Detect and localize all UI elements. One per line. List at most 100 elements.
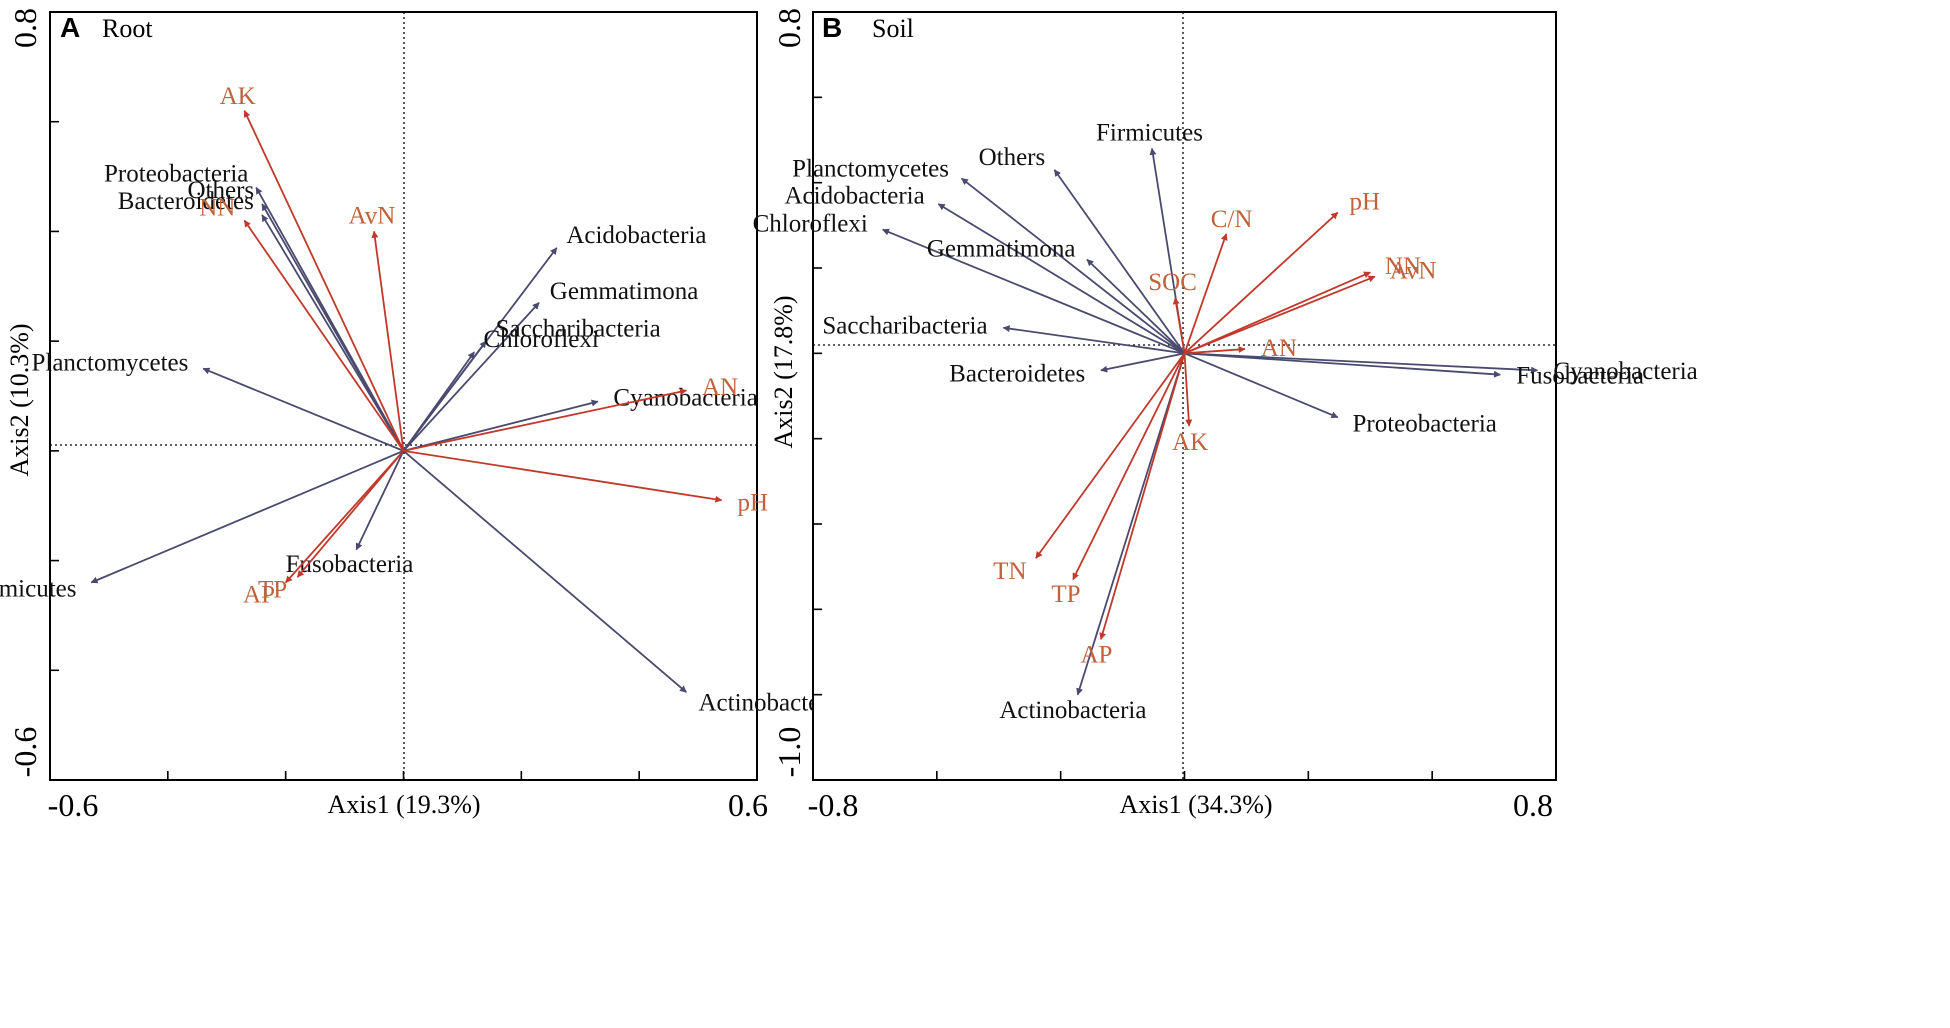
panel-soil: Firmicutes Others PlanctomycetesAcidobacte… xyxy=(753,8,1698,823)
panel-soil-taxa-cyanobacteria-label: Cyanobacteria xyxy=(1553,358,1697,385)
panel-root-y-axis-title: Axis2 (10.3%) xyxy=(5,323,34,476)
panel-soil-taxa-chloroflexi-label: Chloroflexi xyxy=(753,211,868,238)
panel-root-taxa-firmicutes-label: Firmicutes xyxy=(0,576,76,603)
panel-soil-ticks xyxy=(812,11,1557,781)
panel-soil-taxa-cyanobacteria-arrow xyxy=(1184,352,1539,374)
panel-soil-env-avn-label: AvN xyxy=(1390,258,1437,285)
panel-root-taxa-proteobacteria-label: Proteobacteria xyxy=(104,161,248,188)
panel-soil-y-tick-max: 0.8 xyxy=(771,8,807,48)
panel-soil-env-ak-label: AK xyxy=(1172,429,1208,456)
panel-soil-taxa-planctomycetes-arrow xyxy=(961,177,1186,355)
panel-root-taxa-fusobacteria-arrow xyxy=(355,450,405,551)
panel-root-env-tp-label: TP xyxy=(258,576,287,603)
panel-root-letter: A xyxy=(60,12,80,43)
panel-soil-env-ap-label: AP xyxy=(1080,642,1112,669)
panel-root-env-nn-label: NN xyxy=(199,194,235,221)
panel-soil-env-tp-arrow xyxy=(1072,352,1186,581)
panel-root-taxa-gemmatimona-label: Gemmatimona xyxy=(550,278,699,305)
panel-root-ticks xyxy=(49,11,758,781)
panel-soil-env-an-label: AN xyxy=(1261,335,1297,362)
panel-root-x-tick-max: 0.6 xyxy=(728,787,768,823)
panel-soil-env-soc-label: SOC xyxy=(1148,269,1197,296)
panel-soil-taxa-acidobacteria-label: Acidobacteria xyxy=(784,183,924,210)
panel-soil-env-soc-arrow xyxy=(1172,297,1186,354)
panel-soil-taxa-fusobacteria-label: Fusobacteria xyxy=(1516,363,1644,390)
panel-soil-taxa-chloroflexi-arrow xyxy=(882,228,1185,355)
panel-soil-taxa-actinobacteria-label: Actinobacteria xyxy=(999,697,1146,724)
panel-soil-title: Soil xyxy=(872,14,914,43)
panel-root-taxa-acidobacteria-label: Acidobacteria xyxy=(566,222,706,249)
panel-soil-taxa-proteobacteria-label: Proteobacteria xyxy=(1353,410,1497,437)
panel-root-env-ph-arrow xyxy=(403,449,723,503)
panel-soil-env-c-n-arrow xyxy=(1183,233,1228,354)
panel-root-env-ph-label: pH xyxy=(737,490,768,517)
panel-soil-env-c-n-label: C/N xyxy=(1211,206,1253,233)
panel-root-taxa-chloroflexi-label: Chloroflexi xyxy=(484,326,599,353)
panel-root-taxa-fusobacteria-label: Fusobacteria xyxy=(286,551,414,578)
panel-soil-taxa-saccharibacteria-label: Saccharibacteria xyxy=(822,312,987,339)
panel-soil-y-axis-title: Axis2 (17.8%) xyxy=(769,295,798,448)
panel-soil-taxa-gemmatimona-arrow xyxy=(1086,258,1186,354)
panel-soil-taxa-acidobacteria-arrow xyxy=(937,203,1185,355)
panel-root-taxa-planctomycetes-arrow xyxy=(202,367,404,452)
panel-soil-taxa-bacteroidetes-label: Bacteroidetes xyxy=(949,361,1085,388)
panel-root-taxa-gemmatimona-arrow xyxy=(402,302,540,452)
panel-soil-x-tick-min: -0.8 xyxy=(808,787,859,823)
panel-root-env-nn-arrow xyxy=(243,219,405,452)
panel-root-taxa-actinobacteria-arrow xyxy=(402,450,687,693)
panel-root-taxa-cyanobacteria-arrow xyxy=(403,399,599,452)
panel-soil-env-tn-label: TN xyxy=(993,558,1026,585)
panel-root-taxa-firmicutes-arrow xyxy=(90,450,404,584)
panel-root-taxa-others-label: Others xyxy=(187,177,254,204)
panel-root-taxa-bacteroidetes-arrow xyxy=(261,214,405,452)
panel-root-title: Root xyxy=(102,14,153,43)
panel-root-env-ak-arrow xyxy=(243,110,405,452)
panel-soil-env-an-arrow xyxy=(1184,346,1246,355)
panel-root-env-avn-arrow xyxy=(371,230,405,451)
panel-soil-x-axis-title: Axis1 (34.3%) xyxy=(1119,790,1272,819)
panel-soil-env-avn-arrow xyxy=(1184,275,1376,355)
panel-soil-env-nn-label: NN xyxy=(1385,253,1421,280)
panel-root-x-tick-min: -0.6 xyxy=(48,787,99,823)
panel-soil-taxa-fusobacteria-arrow xyxy=(1184,352,1501,378)
panel-root-taxa-planctomycetes-label: Planctomycetes xyxy=(31,349,188,376)
panel-soil-letter: B xyxy=(822,12,842,43)
panel-root-taxa-chloroflexi-arrow xyxy=(402,351,475,452)
panel-root-env-ap-label: AP xyxy=(243,581,275,608)
panel-root-taxa-others-arrow xyxy=(261,203,405,452)
panel-soil-frame xyxy=(812,11,1557,781)
panel-soil-x-tick-max: 0.8 xyxy=(1513,787,1553,823)
panel-soil-taxa-others-label: Others xyxy=(979,144,1046,171)
panel-soil-env-ap-arrow xyxy=(1099,353,1186,640)
panel-soil-taxa-bacteroidetes-arrow xyxy=(1100,352,1185,373)
panel-root-taxa-bacteroidetes-label: Bacteroidetes xyxy=(118,188,254,215)
panel-soil-y-tick-min: -1.0 xyxy=(771,727,807,778)
panel-soil-taxa-actinobacteria-arrow xyxy=(1076,353,1186,696)
panel-root-env-an-label: AN xyxy=(702,374,738,401)
panel-soil-taxa-planctomycetes-label: Planctomycetes xyxy=(792,156,949,183)
panel-root-y-tick-max: 0.8 xyxy=(7,8,43,48)
panel-soil-taxa-others-arrow xyxy=(1053,169,1186,354)
panel-soil-env-nn-arrow xyxy=(1184,271,1371,355)
panel-root-taxa-saccharibacteria-label: Saccharibacteria xyxy=(496,315,661,342)
panel-soil-env-tn-arrow xyxy=(1035,352,1186,559)
panel-root-env-ak-label: AK xyxy=(220,83,256,110)
panel-soil-taxa-proteobacteria-arrow xyxy=(1184,352,1339,419)
panel-soil-taxa-saccharibacteria-arrow xyxy=(1002,325,1185,355)
panel-soil-env-tp-label: TP xyxy=(1051,581,1080,608)
panel-root-env-ap-arrow xyxy=(284,450,405,584)
panel-root-env-avn-label: AvN xyxy=(349,203,396,230)
panel-soil-env-ph-arrow xyxy=(1183,211,1339,354)
panel-root-x-axis-title: Axis1 (19.3%) xyxy=(327,790,480,819)
panel-soil-taxa-firmicutes-label: Firmicutes xyxy=(1096,120,1203,147)
panel-soil-env-ak-arrow xyxy=(1183,353,1193,427)
panel-soil-env-ph-label: pH xyxy=(1350,189,1381,216)
panel-soil-vectors: Firmicutes Others PlanctomycetesAcidobacte… xyxy=(753,120,1698,724)
panel-root-env-tp-arrow xyxy=(296,450,405,578)
panel-root-y-tick-min: -0.6 xyxy=(7,727,43,778)
panel-root-env-an-arrow xyxy=(403,388,687,452)
